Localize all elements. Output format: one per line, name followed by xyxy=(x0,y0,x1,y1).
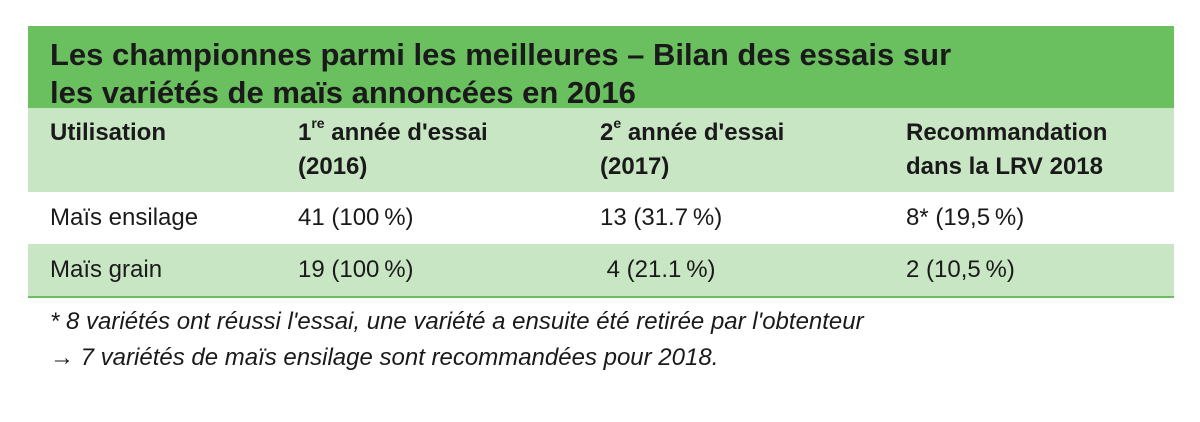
header-utilisation: Utilisation xyxy=(50,119,167,146)
title-line-1: Les championnes parmi les meilleures – B… xyxy=(50,37,952,72)
header-recommandation: Recommandation dans la LRV 2018 xyxy=(906,119,1108,180)
cell-year-1: 19 (100 %) xyxy=(298,256,414,283)
title-line-2: les variétés de maïs annoncées en 2016 xyxy=(50,75,636,110)
header-row: Utilisation 1re année d'essai (2016) 2e … xyxy=(28,108,1174,192)
table-row: Maïs ensilage 41 (100 %) 13 (31.7 %) 8* … xyxy=(28,192,1174,244)
conclusion-note: → 7 variétés de maïs ensilage sont recom… xyxy=(50,340,1174,376)
cell-year-2: 13 (31.7 %) xyxy=(600,204,723,231)
title-bar: Les championnes parmi les meilleures – B… xyxy=(28,26,1174,110)
page-title: Les championnes parmi les meilleures – B… xyxy=(50,36,1152,112)
cell-year-2: 4 (21.1 %) xyxy=(600,256,716,283)
results-table: Utilisation 1re année d'essai (2016) 2e … xyxy=(28,108,1174,296)
table-row: Maïs grain 19 (100 %) 4 (21.1 %) 2 (10,5… xyxy=(28,244,1174,296)
header-year-1: 1re année d'essai (2016) xyxy=(298,115,488,180)
notes: * 8 variétés ont réussi l'essai, une var… xyxy=(28,304,1174,376)
cell-recommandation: 8* (19,5 %) xyxy=(906,204,1025,231)
table-box: Les championnes parmi les meilleures – B… xyxy=(28,26,1174,376)
cell-utilisation: Maïs ensilage xyxy=(50,204,199,231)
arrow-right-icon: → xyxy=(50,344,74,371)
footnote: * 8 variétés ont réussi l'essai, une var… xyxy=(50,308,864,335)
header-year-2: 2e année d'essai (2017) xyxy=(600,115,785,180)
cell-utilisation: Maïs grain xyxy=(50,256,163,283)
conclusion-text: 7 variétés de maïs ensilage sont recomma… xyxy=(74,344,719,371)
bottom-rule xyxy=(28,296,1174,298)
cell-recommandation: 2 (10,5 %) xyxy=(906,256,1015,283)
cell-year-1: 41 (100 %) xyxy=(298,204,414,231)
